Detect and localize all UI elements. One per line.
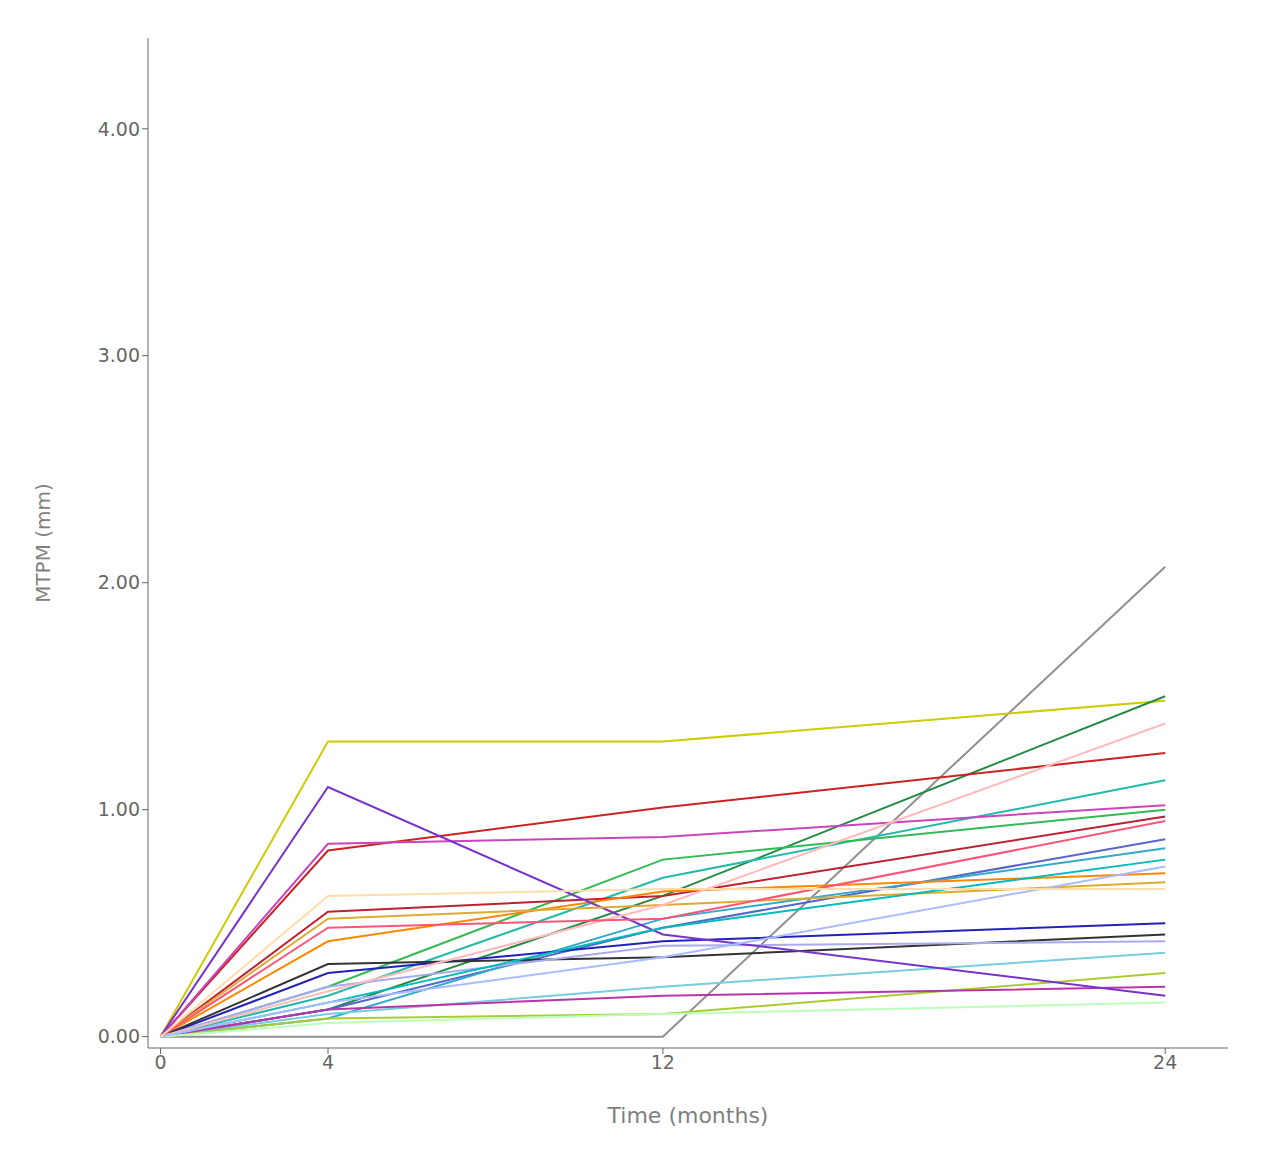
svg-text:0: 0	[155, 1051, 167, 1073]
svg-text:3.00: 3.00	[98, 344, 140, 366]
svg-text:0.00: 0.00	[98, 1025, 140, 1047]
svg-text:4: 4	[322, 1051, 334, 1073]
svg-text:Time (months): Time (months)	[607, 1103, 769, 1128]
svg-text:12: 12	[651, 1051, 675, 1073]
svg-text:4.00: 4.00	[98, 118, 140, 140]
svg-text:MTPM (mm): MTPM (mm)	[31, 483, 55, 603]
svg-text:2.00: 2.00	[98, 571, 140, 593]
svg-text:1.00: 1.00	[98, 798, 140, 820]
svg-text:24: 24	[1153, 1051, 1177, 1073]
